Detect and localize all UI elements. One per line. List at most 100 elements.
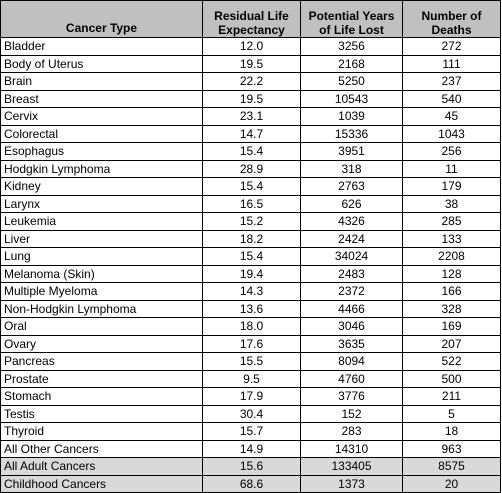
cell-potential-years-lost: 8094	[300, 352, 403, 371]
cell-potential-years-lost: 133405	[300, 457, 403, 476]
cell-cancer-type: Leukemia	[0, 212, 203, 231]
cell-potential-years-lost: 4466	[300, 299, 403, 318]
table-row: Bladder 12.0 3256 272	[0, 37, 501, 56]
cell-number-of-deaths: 8575	[402, 457, 501, 476]
cell-cancer-type: Hodgkin Lymphoma	[0, 159, 203, 178]
cell-number-of-deaths: 111	[402, 54, 501, 73]
cell-residual-life-expectancy: 17.9	[202, 387, 301, 406]
cell-residual-life-expectancy: 15.4	[202, 142, 301, 161]
cell-cancer-type: Esophagus	[0, 142, 203, 161]
cell-potential-years-lost: 15336	[300, 124, 403, 143]
table-row: Hodgkin Lymphoma 28.9 318 11	[0, 159, 501, 178]
cell-potential-years-lost: 5250	[300, 72, 403, 91]
table-row: Multiple Myeloma 14.3 2372 166	[0, 282, 501, 301]
cell-cancer-type: All Adult Cancers	[0, 457, 203, 476]
table-row: Esophagus 15.4 3951 256	[0, 142, 501, 161]
cell-potential-years-lost: 2372	[300, 282, 403, 301]
table-row: Thyroid 15.7 283 18	[0, 422, 501, 441]
header-cancer-type: Cancer Type	[0, 0, 203, 38]
cell-potential-years-lost: 34024	[300, 247, 403, 266]
table-body: Bladder 12.0 3256 272 Body of Uterus 19.5 2168…	[0, 37, 501, 493]
cell-number-of-deaths: 522	[402, 352, 501, 371]
table-row: Larynx 16.5 626 38	[0, 194, 501, 213]
cell-potential-years-lost: 4760	[300, 369, 403, 388]
cell-residual-life-expectancy: 68.6	[202, 474, 301, 493]
table-row: Cervix 23.1 1039 45	[0, 107, 501, 126]
cell-cancer-type: Pancreas	[0, 352, 203, 371]
cell-potential-years-lost: 2763	[300, 177, 403, 196]
cell-potential-years-lost: 3951	[300, 142, 403, 161]
table-row: Pancreas 15.5 8094 522	[0, 352, 501, 371]
cell-residual-life-expectancy: 13.6	[202, 299, 301, 318]
cell-cancer-type: Colorectal	[0, 124, 203, 143]
cell-potential-years-lost: 14310	[300, 439, 403, 458]
cell-residual-life-expectancy: 19.5	[202, 89, 301, 108]
cell-number-of-deaths: 18	[402, 422, 501, 441]
cell-residual-life-expectancy: 18.2	[202, 229, 301, 248]
cell-residual-life-expectancy: 15.4	[202, 247, 301, 266]
table-row: Prostate 9.5 4760 500	[0, 369, 501, 388]
cell-number-of-deaths: 256	[402, 142, 501, 161]
cell-residual-life-expectancy: 15.4	[202, 177, 301, 196]
cell-cancer-type: Cervix	[0, 107, 203, 126]
cell-residual-life-expectancy: 15.7	[202, 422, 301, 441]
cell-cancer-type: Ovary	[0, 334, 203, 353]
cell-number-of-deaths: 166	[402, 282, 501, 301]
cell-cancer-type: Bladder	[0, 37, 203, 56]
cell-residual-life-expectancy: 19.5	[202, 54, 301, 73]
cell-cancer-type: Stomach	[0, 387, 203, 406]
table-row: Breast 19.5 10543 540	[0, 89, 501, 108]
cell-number-of-deaths: 328	[402, 299, 501, 318]
table-row: Colorectal 14.7 15336 1043	[0, 124, 501, 143]
cell-potential-years-lost: 318	[300, 159, 403, 178]
cell-cancer-type: Thyroid	[0, 422, 203, 441]
cell-potential-years-lost: 152	[300, 404, 403, 423]
table-row: Melanoma (Skin) 19.4 2483 128	[0, 264, 501, 283]
table-row: Brain 22.2 5250 237	[0, 72, 501, 91]
cell-residual-life-expectancy: 14.3	[202, 282, 301, 301]
cell-potential-years-lost: 2168	[300, 54, 403, 73]
header-number-of-deaths: Number of Deaths	[402, 0, 501, 38]
cell-potential-years-lost: 3256	[300, 37, 403, 56]
header-row: Cancer Type Residual Life Expectancy Pot…	[0, 0, 501, 38]
table-row: Ovary 17.6 3635 207	[0, 334, 501, 353]
cell-cancer-type: Prostate	[0, 369, 203, 388]
cell-residual-life-expectancy: 16.5	[202, 194, 301, 213]
cell-potential-years-lost: 626	[300, 194, 403, 213]
table-row: Leukemia 15.2 4326 285	[0, 212, 501, 231]
cell-number-of-deaths: 1043	[402, 124, 501, 143]
cell-cancer-type: Breast	[0, 89, 203, 108]
cell-cancer-type: Brain	[0, 72, 203, 91]
cell-number-of-deaths: 540	[402, 89, 501, 108]
cell-potential-years-lost: 2424	[300, 229, 403, 248]
cell-residual-life-expectancy: 15.5	[202, 352, 301, 371]
cell-number-of-deaths: 169	[402, 317, 501, 336]
cell-potential-years-lost: 10543	[300, 89, 403, 108]
cell-residual-life-expectancy: 17.6	[202, 334, 301, 353]
cell-number-of-deaths: 963	[402, 439, 501, 458]
cell-cancer-type: Childhood Cancers	[0, 474, 203, 493]
cell-potential-years-lost: 1373	[300, 474, 403, 493]
table-row: Oral 18.0 3046 169	[0, 317, 501, 336]
cell-number-of-deaths: 237	[402, 72, 501, 91]
cell-cancer-type: Melanoma (Skin)	[0, 264, 203, 283]
cell-residual-life-expectancy: 18.0	[202, 317, 301, 336]
cell-number-of-deaths: 2208	[402, 247, 501, 266]
header-residual-life-expectancy: Residual Life Expectancy	[202, 0, 301, 38]
cell-number-of-deaths: 133	[402, 229, 501, 248]
cell-cancer-type: All Other Cancers	[0, 439, 203, 458]
cell-residual-life-expectancy: 15.6	[202, 457, 301, 476]
cell-cancer-type: Lung	[0, 247, 203, 266]
cell-cancer-type: Non-Hodgkin Lymphoma	[0, 299, 203, 318]
cell-residual-life-expectancy: 19.4	[202, 264, 301, 283]
cell-number-of-deaths: 211	[402, 387, 501, 406]
cell-number-of-deaths: 207	[402, 334, 501, 353]
table-row: Body of Uterus 19.5 2168 111	[0, 54, 501, 73]
cell-cancer-type: Oral	[0, 317, 203, 336]
cell-number-of-deaths: 500	[402, 369, 501, 388]
cell-number-of-deaths: 128	[402, 264, 501, 283]
cell-residual-life-expectancy: 23.1	[202, 107, 301, 126]
cell-potential-years-lost: 283	[300, 422, 403, 441]
